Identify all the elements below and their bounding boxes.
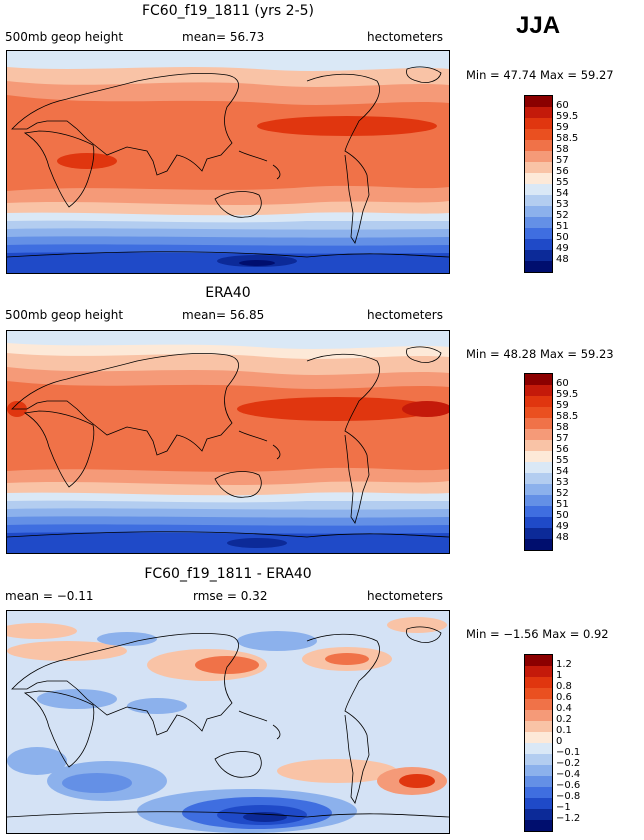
panel-3-units: hectometers	[367, 589, 443, 603]
colorbar-label: 58	[556, 144, 569, 155]
colorbar-label: 59.5	[556, 111, 579, 122]
panel-3-title: FC60_f19_1811 - ERA40	[144, 566, 312, 582]
colorbar-label: 59	[556, 122, 569, 133]
colorbar-label: 50	[556, 232, 569, 243]
panel-3-map	[6, 610, 450, 834]
colorbar-label: 0.6	[556, 692, 572, 703]
colorbar-label: −0.4	[556, 769, 581, 780]
panel-3-minmax: Min = −1.56 Max = 0.92	[466, 627, 609, 641]
max-label: Max =	[539, 68, 578, 82]
colorbar-label: −0.2	[556, 758, 581, 769]
colorbar-label: 0	[556, 736, 563, 747]
colorbar-label: 58.5	[556, 133, 579, 144]
colorbar-label: 60	[556, 100, 569, 111]
colorbar-label: 48	[556, 532, 569, 543]
colorbar-label: −0.6	[556, 780, 581, 791]
max-value: 59.27	[580, 68, 614, 82]
colorbar-label: −0.1	[556, 747, 581, 758]
colorbar-label: −0.8	[556, 791, 581, 802]
colorbar-label: 58	[556, 422, 569, 433]
panel-1-colorbar	[524, 95, 553, 273]
colorbar-label: 58.5	[556, 411, 579, 422]
colorbar-label: 52	[556, 488, 569, 499]
colorbar-label: 52	[556, 210, 569, 221]
panel-1-variable-label: 500mb geop height	[5, 30, 124, 44]
colorbar-label: 51	[556, 221, 569, 232]
colorbar-label: 1	[556, 670, 563, 681]
colorbar-label: 55	[556, 455, 569, 466]
panel-2-units: hectometers	[367, 308, 443, 322]
colorbar-label: 54	[556, 466, 569, 477]
colorbar-label: 60	[556, 378, 569, 389]
colorbar-label: 55	[556, 177, 569, 188]
panel-1-map	[6, 50, 450, 274]
colorbar-label: 0.1	[556, 725, 572, 736]
colorbar-label: 59	[556, 400, 569, 411]
panel-2-title: ERA40	[205, 285, 251, 301]
panel-2-mean: mean= 56.85	[182, 308, 265, 322]
min-value: 48.28	[503, 347, 537, 361]
colorbar-label: 56	[556, 444, 569, 455]
colorbar-label: 53	[556, 199, 569, 210]
season-label: JJA	[516, 12, 561, 39]
panel-1-mean: mean= 56.73	[182, 30, 265, 44]
colorbar-label: 57	[556, 155, 569, 166]
colorbar-label: 0.8	[556, 681, 572, 692]
colorbar-label: 1.2	[556, 659, 572, 670]
colorbar-label: 0.2	[556, 714, 572, 725]
panel-1-minmax: Min = 47.74 Max = 59.27	[466, 68, 614, 82]
panel-3-rmse: rmse = 0.32	[193, 589, 268, 603]
colorbar-label: 48	[556, 254, 569, 265]
max-label: Max =	[539, 347, 578, 361]
min-label: Min =	[466, 68, 500, 82]
min-label: Min =	[466, 347, 500, 361]
panel-3-mean: mean = −0.11	[5, 589, 94, 603]
colorbar-label: 49	[556, 243, 569, 254]
colorbar-label: 49	[556, 521, 569, 532]
min-value: −1.56	[503, 627, 539, 641]
max-value: 59.23	[580, 347, 614, 361]
panel-3-colorbar	[524, 654, 553, 832]
colorbar-label: 0.4	[556, 703, 572, 714]
panel-1-units: hectometers	[367, 30, 443, 44]
min-value: 47.74	[503, 68, 537, 82]
colorbar-label: 54	[556, 188, 569, 199]
colorbar-label: 50	[556, 510, 569, 521]
colorbar-label: 59.5	[556, 389, 579, 400]
colorbar-label: 51	[556, 499, 569, 510]
max-value: 0.92	[583, 627, 609, 641]
colorbar-label: −1	[556, 802, 571, 813]
panel-2-variable-label: 500mb geop height	[5, 308, 124, 322]
min-label: Min =	[466, 627, 500, 641]
panel-2-colorbar	[524, 373, 553, 551]
panel-1-title: FC60_f19_1811 (yrs 2-5)	[141, 3, 315, 19]
colorbar-label: 56	[556, 166, 569, 177]
colorbar-label: 57	[556, 433, 569, 444]
colorbar-label: −1.2	[556, 813, 581, 824]
panel-2-minmax: Min = 48.28 Max = 59.23	[466, 347, 614, 361]
max-label: Max =	[542, 627, 580, 641]
colorbar-label: 53	[556, 477, 569, 488]
panel-2-map	[6, 330, 450, 554]
